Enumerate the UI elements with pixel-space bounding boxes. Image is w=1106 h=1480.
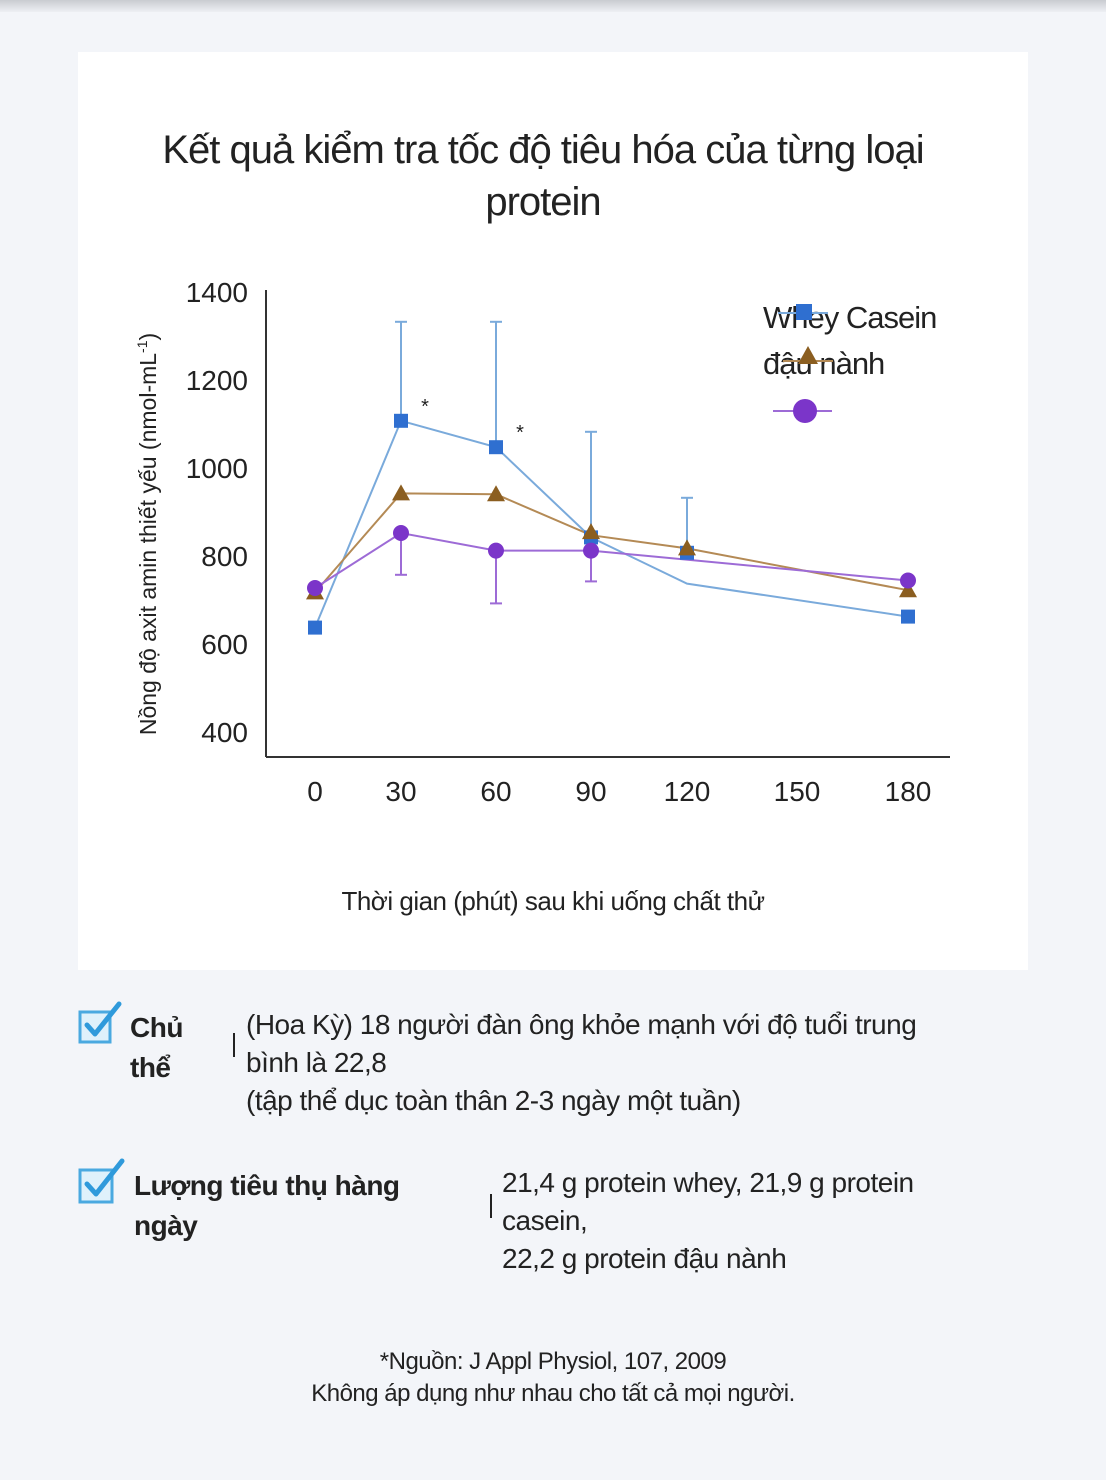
data-point-triangle	[582, 523, 600, 540]
intake-row: Lượng tiêu thụ hàng ngày 21,4 g protein …	[78, 1156, 1028, 1286]
chart-card: Kết quả kiểm tra tốc độ tiêu hóa của từn…	[78, 52, 1028, 970]
intake-text: 21,4 g protein whey, 21,9 g protein case…	[502, 1167, 914, 1274]
data-point-circle	[393, 525, 409, 541]
significance-marker: *	[516, 422, 524, 444]
series-line-triangle	[314, 492, 909, 594]
legend-text-line2: đậu nành	[763, 346, 884, 381]
x-tick-label: 30	[385, 776, 416, 807]
subject-divider	[233, 1033, 235, 1057]
intake-label: Lượng tiêu thụ hàng ngày	[134, 1170, 400, 1241]
y-tick-label: 1400	[186, 277, 248, 308]
legend-casein-marker	[798, 346, 818, 364]
x-tick-label: 60	[480, 776, 511, 807]
data-point-triangle	[899, 581, 917, 598]
source-note: *Nguồn: J Appl Physiol, 107, 2009 Không …	[0, 1346, 1106, 1410]
y-tick-label: 1000	[186, 453, 248, 484]
source-citation: *Nguồn: J Appl Physiol, 107, 2009	[379, 1348, 727, 1375]
data-point-circle	[307, 580, 323, 596]
y-tick-label: 400	[201, 717, 248, 748]
y-tick-label: 1200	[186, 365, 248, 396]
x-tick-label: 90	[575, 776, 606, 807]
y-tick-label: 800	[201, 541, 248, 572]
x-axis-label: Thời gian (phút) sau khi uống chất thử	[341, 886, 765, 916]
legend-whey-marker	[796, 304, 812, 320]
data-point-triangle	[392, 484, 410, 501]
data-point-circle	[900, 572, 916, 589]
subject-row: Chủ thể (Hoa Kỳ) 18 người đàn ông khỏe m…	[78, 998, 1028, 1128]
x-tick-label: 0	[307, 776, 323, 807]
data-point-square	[308, 620, 322, 635]
legend-text-line1: Whey Casein	[763, 300, 936, 335]
data-point-square	[489, 440, 503, 455]
data-point-circle	[583, 542, 599, 559]
legend: Whey Casein đậu nành	[763, 300, 937, 423]
y-axis-label: Nồng độ axit amin thiết yếu (nmol-mL-1)	[134, 333, 161, 735]
data-point-circle	[488, 542, 504, 559]
top-shadow	[0, 0, 1106, 12]
subject-text: (Hoa Kỳ) 18 người đàn ông khỏe mạnh với …	[246, 1009, 917, 1116]
chart-svg: Nồng độ axit amin thiết yếu (nmol-mL-1) …	[134, 277, 950, 807]
significance-marker: *	[421, 396, 429, 418]
checkbox-icon	[78, 1158, 125, 1204]
x-tick-label: 120	[664, 776, 711, 807]
checkbox-icon	[78, 1001, 122, 1044]
y-tick-label: 600	[201, 629, 248, 660]
legend-soy-marker	[793, 399, 817, 423]
x-tick-label: 150	[774, 776, 821, 807]
series-line-square	[314, 419, 909, 628]
subject-label: Chủ thể	[130, 1012, 183, 1083]
series-line-circle	[314, 531, 909, 589]
chart-title: Kết quả kiểm tra tốc độ tiêu hóa của từn…	[162, 128, 924, 224]
source-disclaimer: Không áp dụng như nhau cho tất cả mọi ng…	[311, 1380, 795, 1407]
intake-divider	[490, 1194, 492, 1218]
x-tick-label: 180	[885, 776, 932, 807]
data-point-square	[394, 413, 408, 428]
data-point-triangle	[678, 539, 696, 556]
data-point-triangle	[487, 485, 505, 502]
data-point-square	[901, 609, 915, 624]
